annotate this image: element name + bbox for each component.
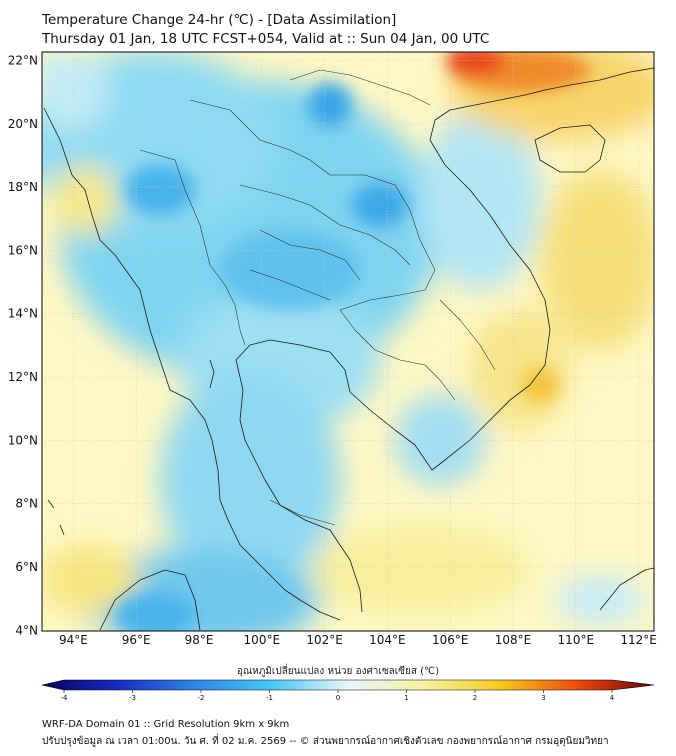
colorbar-label: อุณหภูมิเปลี่ยนแปลง หน่วย องศาเซลเซียส (… <box>236 666 440 677</box>
lat-tick-label: 14°N <box>8 307 38 321</box>
colorbar-ticks <box>63 690 613 693</box>
lon-tick-label: 104°E <box>369 633 406 647</box>
colorbar-tick-label: -3 <box>129 694 136 702</box>
graticule <box>42 52 654 631</box>
colorbar: -4 -3 -2 -1 0 1 2 3 4 <box>41 679 655 702</box>
lon-tick-label: 106°E <box>432 633 469 647</box>
lon-tick-label: 100°E <box>244 633 281 647</box>
colorbar-tick-label: 4 <box>610 694 615 702</box>
lat-tick-label: 22°N <box>8 54 38 68</box>
lat-tick-label: 6°N <box>15 560 38 574</box>
colorbar-tick-label: 0 <box>336 694 340 702</box>
lat-tick-label: 12°N <box>8 370 38 384</box>
colorbar-tick-label: 2 <box>473 694 477 702</box>
lon-tick-label: 112°E <box>620 633 657 647</box>
borders <box>139 69 496 526</box>
lat-tick-label: 18°N <box>8 180 38 194</box>
lat-tick-label: 8°N <box>15 497 38 511</box>
latitude-axis: 22°N 20°N 18°N 16°N 14°N 12°N 10°N 8°N 6… <box>8 54 38 638</box>
colorbar-tick-label: 3 <box>541 694 545 702</box>
lat-tick-label: 20°N <box>8 117 38 131</box>
lat-tick-label: 4°N <box>15 624 38 638</box>
plot-frame <box>41 51 655 632</box>
colorbar-tick-label: -4 <box>61 694 69 702</box>
colorbar-tick-label: 1 <box>404 694 408 702</box>
lon-tick-label: 102°E <box>306 633 343 647</box>
colorbar-gradient <box>41 679 655 691</box>
colorbar-tick-label: -1 <box>266 694 273 702</box>
colorbar-tick-label: -2 <box>198 694 205 702</box>
lon-tick-label: 110°E <box>558 633 595 647</box>
lat-tick-label: 16°N <box>8 243 38 257</box>
map-subtitle: Thursday 01 Jan, 18 UTC FCST+054, Valid … <box>42 31 490 47</box>
lon-tick-label: 108°E <box>495 633 532 647</box>
lon-tick-label: 94°E <box>59 633 88 647</box>
lat-tick-label: 10°N <box>8 433 38 447</box>
footer-model-info: WRF-DA Domain 01 :: Grid Resolution 9km … <box>42 719 290 730</box>
lon-tick-label: 96°E <box>122 633 151 647</box>
coastlines <box>43 67 654 631</box>
footer-credit: ปรับปรุงข้อมูล ณ เวลา 01:00น. วัน ศ. ที่… <box>42 736 609 747</box>
colorbar-tick-labels: -4 -3 -2 -1 0 1 2 3 4 <box>61 694 615 702</box>
temperature-field <box>42 52 654 631</box>
longitude-axis: 94°E 96°E 98°E 100°E 102°E 104°E 106°E 1… <box>59 633 657 647</box>
lon-tick-label: 98°E <box>185 633 214 647</box>
map-title: Temperature Change 24-hr (℃) - [Data Ass… <box>42 12 397 28</box>
